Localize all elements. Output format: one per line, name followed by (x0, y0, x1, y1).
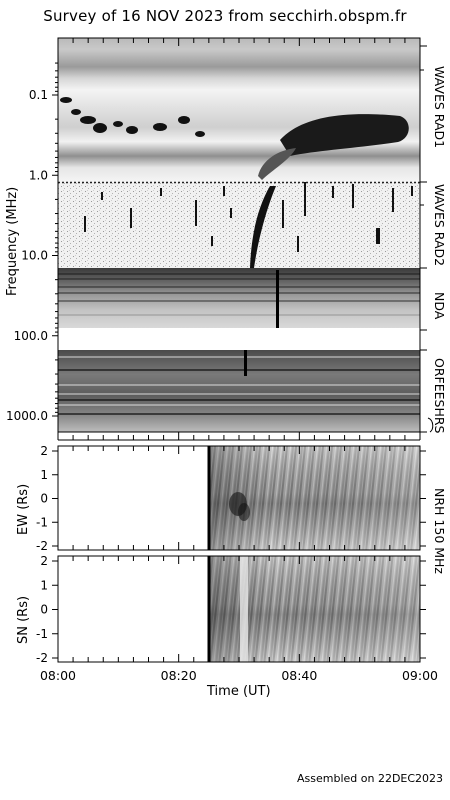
frequency-tick-label: 10.0 (21, 249, 48, 263)
page-title: Survey of 16 NOV 2023 from secchirh.obsp… (43, 7, 407, 25)
rs-tick-label: 2 (40, 444, 48, 458)
sn-axis-ticks: 2 1 0 -1 -2 (36, 554, 426, 665)
label-orfees: ORFEESHRS (432, 358, 447, 434)
sn-source (240, 556, 248, 662)
rs-tick-label: 1 (40, 578, 48, 592)
x-ticks-sn-panel: 08:00 08:20 08:40 09:00 (40, 556, 438, 683)
right-axis-ticks (420, 45, 427, 433)
nda-burst (276, 270, 279, 328)
rs-tick-label: -2 (36, 651, 48, 665)
rs-tick-label: 2 (40, 554, 48, 568)
x-ticks-ew-panel (57, 446, 421, 550)
frequency-tick-label: 1000.0 (6, 409, 48, 423)
ew-panel (57, 445, 421, 551)
label-nda: NDA (432, 292, 447, 320)
orfees-spectrum (58, 350, 420, 432)
sn-axis-label: SN (Rs) (16, 595, 31, 644)
waves-rad2-spectrum (58, 182, 420, 268)
frequency-ticks: 0.1 1.0 10.0 100.0 1000.0 (6, 62, 58, 423)
frequency-axis-label: Frequency (MHz) (5, 186, 20, 296)
rs-tick-label: 1 (40, 468, 48, 482)
x-ticks-top-panel (57, 38, 421, 441)
ew-axis-ticks: 2 1 0 -1 -2 (36, 444, 426, 553)
rad2-main-burst (250, 186, 276, 268)
rs-tick-label: 0 (40, 603, 48, 617)
frequency-tick-label: 0.1 (29, 88, 48, 102)
spectrogram-panel (57, 37, 434, 433)
rs-tick-label: 0 (40, 492, 48, 506)
rad2-type3-bursts (84, 182, 413, 252)
nda-spectrum (58, 268, 420, 328)
footer-assembled: Assembled on 22DEC2023 (297, 772, 444, 785)
rs-tick-label: -1 (36, 627, 48, 641)
x-axis-title: Time (UT) (207, 684, 271, 699)
waves-rad1-spectrum (58, 38, 420, 182)
sn-panel (57, 555, 421, 663)
rad1-burst-blobs (60, 97, 409, 180)
frequency-tick-label: 1.0 (29, 168, 48, 182)
time-tick-label: 08:00 (40, 668, 76, 683)
rs-tick-label: -2 (36, 539, 48, 553)
time-tick-label: 09:00 (402, 668, 438, 683)
label-waves-rad1: WAVES RAD1 (432, 66, 447, 149)
rs-tick-label: -1 (36, 515, 48, 529)
label-waves-rad2: WAVES RAD2 (432, 184, 447, 267)
ew-axis-label: EW (Rs) (16, 483, 31, 535)
label-nrh: NRH 150 MHz (432, 488, 447, 574)
time-tick-label: 08:20 (161, 668, 197, 683)
frequency-tick-label: 100.0 (14, 329, 48, 343)
time-tick-label: 08:40 (281, 668, 317, 683)
